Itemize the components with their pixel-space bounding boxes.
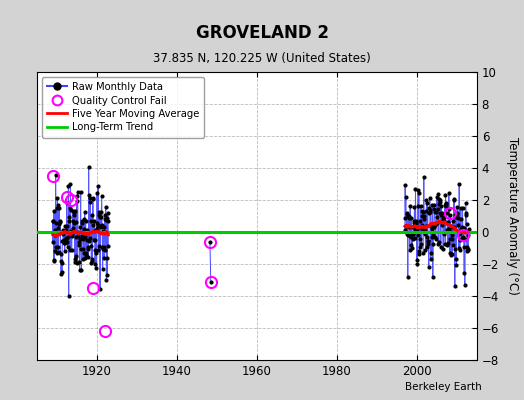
Legend: Raw Monthly Data, Quality Control Fail, Five Year Moving Average, Long-Term Tren: Raw Monthly Data, Quality Control Fail, … <box>42 77 204 138</box>
Text: GROVELAND 2: GROVELAND 2 <box>195 24 329 42</box>
Text: Berkeley Earth: Berkeley Earth <box>406 382 482 392</box>
Y-axis label: Temperature Anomaly (°C): Temperature Anomaly (°C) <box>506 137 519 295</box>
Text: 37.835 N, 120.225 W (United States): 37.835 N, 120.225 W (United States) <box>153 52 371 65</box>
